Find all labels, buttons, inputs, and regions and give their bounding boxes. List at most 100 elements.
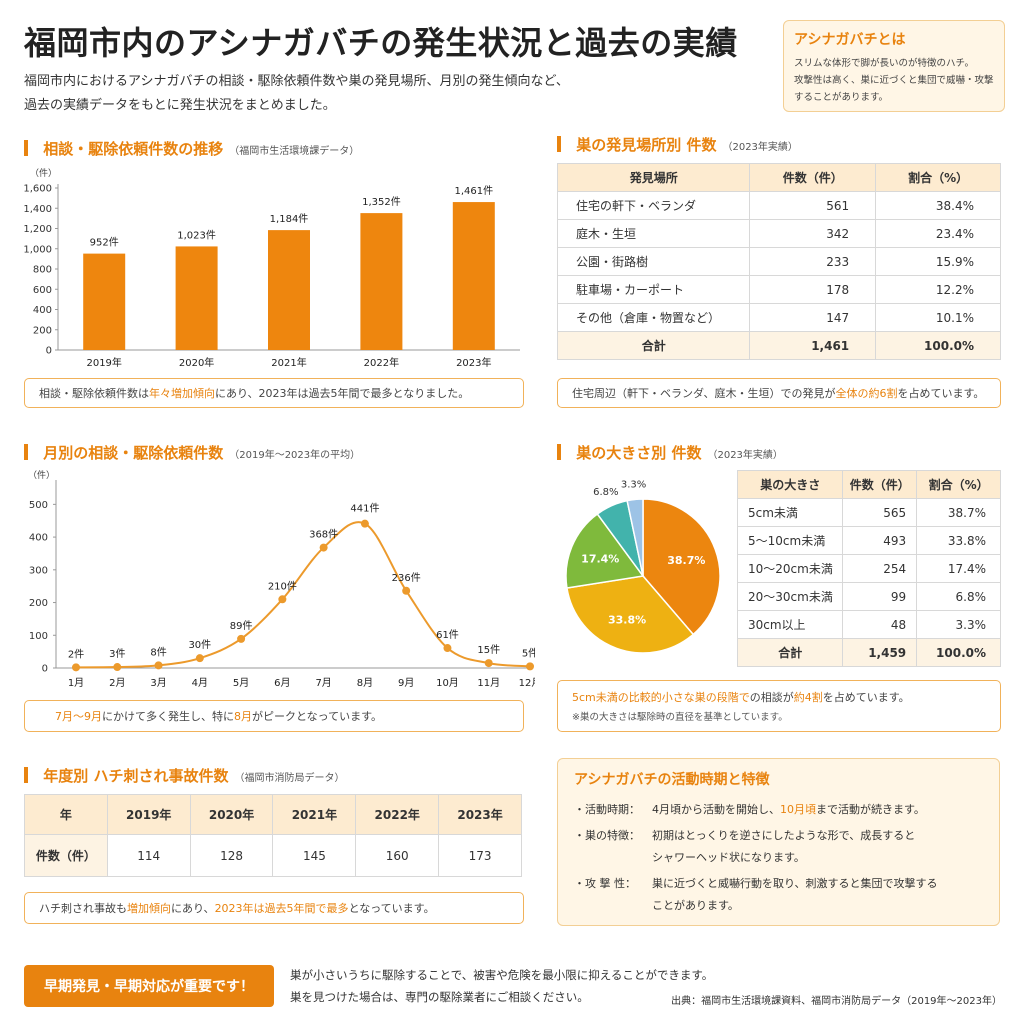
data-point [113,663,122,672]
text-cell: 年度別 ハチ刺され事故件数 [43,767,229,785]
monthly-note: 7月～9月 にかけて多く発生し、特に 8月 がピークとなっています。 [24,700,524,732]
data-point [319,543,328,552]
text-cell: 1,459 [842,638,918,667]
text-cell: 147 [749,303,877,332]
bar [360,213,403,350]
y-tick-label: 500 [29,500,48,511]
text-cell: 128 [189,834,274,877]
text-cell: 巣の大きさ別 件数 [576,444,702,462]
data-point [443,644,452,653]
text-cell: 233 [749,247,877,276]
pie-slice [642,498,721,636]
place-header-count: 件数（件） [749,163,877,192]
text-cell: 攻 撃 性： [574,873,652,917]
point-value-label: 441件 [350,503,379,515]
source-text: 出典：福岡市生活環境課資料、福岡市消防局データ（2019年～2023年） [671,996,1002,1007]
data-point [484,659,493,668]
table-row: その他（倉庫・物置など） 147 10.1% [556,303,1001,332]
text-cell: 99 [842,582,918,611]
yearly-bar-chart: （件） 0 200 400 600 800 1,000 1,200 1,400 1,600 952件… [23,167,520,369]
intro-line-2: 過去の実績データをもとに発生状況をまとめました。 [24,98,336,113]
text-cell: 駐車場・カーポート [556,275,751,304]
point-value-label: 2件 [68,648,84,660]
text-cell: がピークとなっています。 [252,710,383,723]
text-cell: 160 [355,834,440,877]
text-cell: 件数（件） [24,834,108,877]
size-note: 5cm未満の比較的小さな巣の段階での相談が約4割を占めています。 ※巣の大きさは… [557,680,1001,732]
intro-text: 福岡市内におけるアシナガバチの相談・駆除依頼件数や巣の発見場所、月別の発生傾向な… [24,70,764,118]
y-unit-label: （件） [28,469,55,481]
x-tick-label: 2020年 [179,356,214,369]
text-cell: スリムな体形で脚が長いのが特徴のハチ。 [794,58,975,69]
size-header-ratio: 割合（%） [916,470,1001,499]
about-heading: アシナガバチとは [794,32,906,48]
activity-box: アシナガバチの活動時期と特徴 活動時期： 4月頃から活動を開始し、10月頃まで活… [557,758,1000,926]
pie-slice [626,498,644,577]
x-tick-label: 7月 [315,677,331,689]
activity-heading: アシナガバチの活動時期と特徴 [574,772,770,788]
y-unit-label: （件） [30,167,57,179]
text-cell: を占めています。 [822,691,910,704]
text-cell: 493 [842,526,918,555]
text-cell: 月別の相談・駆除依頼件数 [43,444,224,462]
y-tick-label: 1,200 [23,224,52,235]
text-cell: 10月頃 [780,803,816,816]
text-cell: 2023年は過去5年間で最多 [214,902,349,915]
point-value-label: 89件 [230,620,253,632]
text-cell: 増加傾向 [127,902,171,915]
place-header-ratio: 割合（%） [875,163,1001,192]
page-title: 福岡市内のアシナガバチの発生状況と過去の実績 [24,24,738,62]
slice-value-label: 3.3% [621,479,646,490]
accident-note: ハチ刺され事故も 増加傾向 にあり、 2023年は過去5年間で最多 となっています。 [24,892,524,924]
text-cell: 合計 [556,331,751,360]
text-cell: その他（倉庫・物置など） [556,303,751,332]
text-cell: 年 [24,794,108,835]
x-tick-label: 12月 [519,677,535,689]
size-table: 巣の大きさ 件数（件） 割合（%） 5cm未満 565 38.7% 5～10cm未満… [736,470,1001,667]
text-cell: 巣の発見場所別 件数 [576,136,717,154]
monthly-section-title: 月別の相談・駆除依頼件数 （2019年～2023年の平均） [24,442,360,463]
text-cell: 342 [749,219,877,248]
size-section-title: 巣の大きさ別 件数 （2023年実績） [557,442,783,463]
point-value-label: 3件 [109,648,125,660]
text-cell: ハチ刺され事故も [39,902,127,915]
text-cell: 2021年 [272,794,357,835]
activity-item: 活動時期： 4月頃から活動を開始し、10月頃まで活動が続きます。 [574,799,983,821]
y-tick-label: 600 [33,285,52,296]
slice-value-label: 6.8% [593,487,618,498]
text-cell: 10～20cm未満 [736,554,844,583]
point-value-label: 8件 [150,646,166,658]
text-cell: 5～10cm未満 [736,526,844,555]
data-point [72,663,80,672]
x-tick-label: 3月 [150,677,166,689]
monthly-line-chart: （件） 0 100 200 300 400 500 2件 1月 3件 2月 8件 3月 30件 4月 89件 5… [28,469,535,689]
text-cell: 公園・街路樹 [556,247,751,276]
point-value-label: 15件 [477,644,500,656]
text-cell: 254 [842,554,918,583]
bar-value-label: 1,184件 [270,213,309,225]
bar-value-label: 1,461件 [454,185,493,197]
point-value-label: 368件 [309,529,338,541]
text-cell: 2022年 [355,794,440,835]
text-cell: 114 [106,834,191,877]
x-tick-label: 9月 [398,677,414,689]
yearly-note: 相談・駆除依頼件数は 年々増加傾向 にあり、2023年は過去5年間で最多となりました… [24,378,524,408]
slice-value-label: 33.8% [608,613,646,626]
y-tick-label: 200 [29,598,48,609]
text-cell: （2023年実績） [707,450,783,461]
y-tick-label: 100 [29,631,48,642]
text-cell: にかけて多く発生し、特に [102,710,234,723]
text-cell: 561 [749,191,877,220]
text-cell: となっています。 [348,902,435,915]
text-cell: 38.4% [875,191,1001,220]
text-cell: 48 [842,610,918,639]
y-tick-label: 400 [29,533,48,544]
text-cell: 33.8% [916,526,1001,555]
text-cell: 7月～9月 [55,710,102,723]
y-tick-label: 0 [46,346,52,357]
text-cell: 15.9% [875,247,1001,276]
point-value-label: 5件 [522,647,535,659]
text-cell: （2023年実績） [722,142,798,153]
text-cell: 1,461 [749,331,877,360]
y-tick-label: 1,400 [23,204,52,215]
